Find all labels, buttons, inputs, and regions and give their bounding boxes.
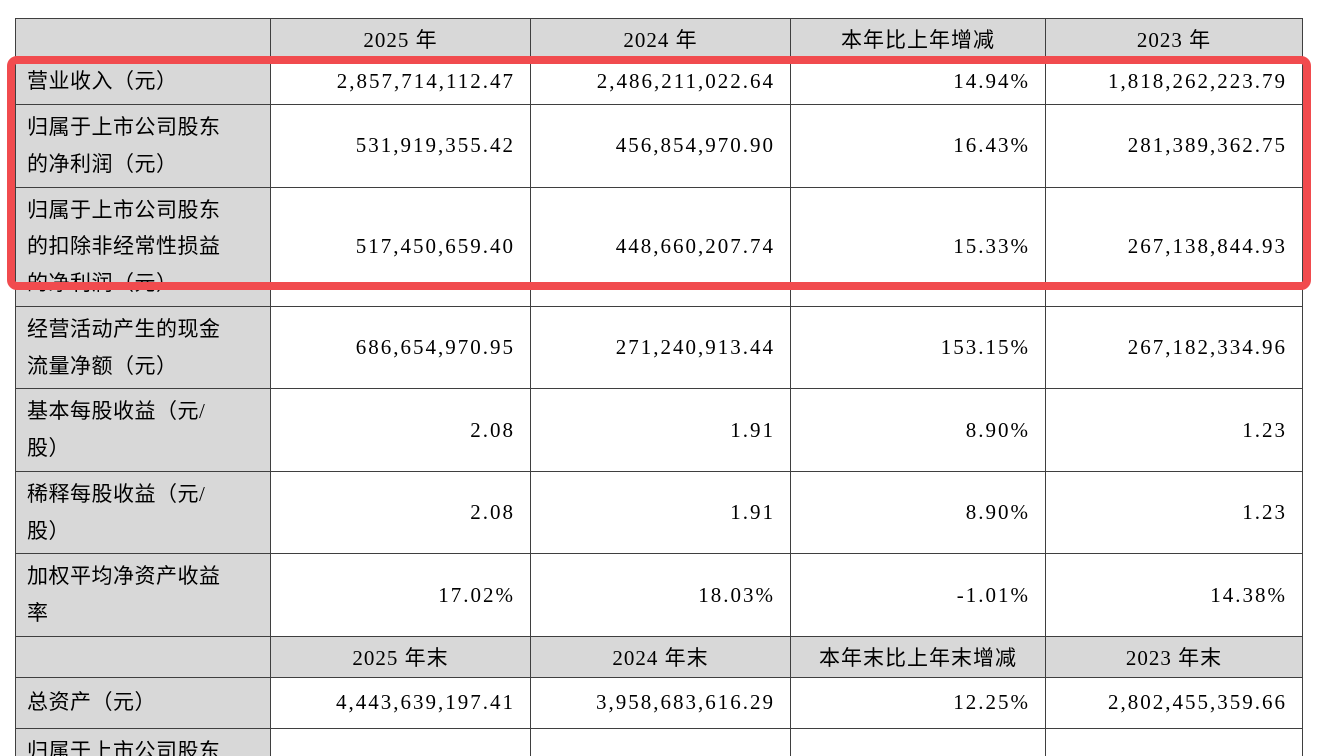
table-row-net-assets: 归属于上市公司股东 的净资产（元） 3,115,386,707.83 3,159… <box>15 727 1303 756</box>
row-label: 营业收入（元） <box>15 58 271 105</box>
cell-2025: 2.08 <box>270 470 531 555</box>
cell-2025: 3,115,386,707.83 <box>270 727 531 756</box>
row-label: 基本每股收益（元/ 股） <box>15 388 271 472</box>
table-row-net-profit: 归属于上市公司股东 的净利润（元） 531,919,355.42 456,854… <box>15 104 1303 188</box>
cell-2023: 1.23 <box>1045 470 1303 555</box>
table-header-eoy: 2025 年末 2024 年末 本年末比上年末增减 2023 年末 <box>15 635 1303 678</box>
header-2024: 2024 年 <box>530 18 791 59</box>
cell-2023: 2,091,495,828.50 <box>1045 727 1303 756</box>
cell-2024: 271,240,913.44 <box>530 305 791 390</box>
cell-2024: 1.91 <box>530 388 791 472</box>
header-yoy-change: 本年比上年增减 <box>790 18 1046 59</box>
cell-change: 153.15% <box>790 305 1046 390</box>
cell-2023: 267,182,334.96 <box>1045 305 1303 390</box>
cell-2024: 448,660,207.74 <box>530 186 791 307</box>
cell-2023: 14.38% <box>1045 553 1303 637</box>
cell-2025: 17.02% <box>270 553 531 637</box>
header-2023: 2023 年 <box>1045 18 1303 59</box>
cell-change: -1.39% <box>790 727 1046 756</box>
row-label: 总资产（元） <box>15 676 271 729</box>
cell-change: 14.94% <box>790 58 1046 105</box>
table-row-total-assets: 总资产（元） 4,443,639,197.41 3,958,683,616.29… <box>15 676 1303 729</box>
table-row-net-profit-excl-nonrecurring: 归属于上市公司股东 的扣除非经常性损益 的净利润（元） 517,450,659.… <box>15 186 1303 307</box>
table-row-diluted-eps: 稀释每股收益（元/ 股） 2.08 1.91 8.90% 1.23 <box>15 470 1303 555</box>
cell-2024: 3,159,314,538.24 <box>530 727 791 756</box>
row-label: 归属于上市公司股东 的净利润（元） <box>15 104 271 188</box>
cell-2024: 3,958,683,616.29 <box>530 676 791 729</box>
cell-2025: 531,919,355.42 <box>270 104 531 188</box>
cell-2024: 2,486,211,022.64 <box>530 58 791 105</box>
header-2024-eoy: 2024 年末 <box>530 635 791 678</box>
cell-change: 8.90% <box>790 388 1046 472</box>
table-row-operating-cash-flow: 经营活动产生的现金 流量净额（元） 686,654,970.95 271,240… <box>15 305 1303 390</box>
header-2025-eoy: 2025 年末 <box>270 635 531 678</box>
row-label: 经营活动产生的现金 流量净额（元） <box>15 305 271 390</box>
cell-change: -1.01% <box>790 553 1046 637</box>
cell-change: 15.33% <box>790 186 1046 307</box>
cell-2023: 1,818,262,223.79 <box>1045 58 1303 105</box>
cell-2025: 2,857,714,112.47 <box>270 58 531 105</box>
header-empty-cell <box>15 635 271 678</box>
cell-2024: 18.03% <box>530 553 791 637</box>
row-label: 归属于上市公司股东 的净资产（元） <box>15 727 271 756</box>
cell-2023: 281,389,362.75 <box>1045 104 1303 188</box>
header-2025: 2025 年 <box>270 18 531 59</box>
cell-change: 12.25% <box>790 676 1046 729</box>
cell-2024: 456,854,970.90 <box>530 104 791 188</box>
financial-summary-table: 2025 年 2024 年 本年比上年增减 2023 年 营业收入（元） 2,8… <box>15 18 1303 756</box>
cell-2025: 686,654,970.95 <box>270 305 531 390</box>
cell-2023: 2,802,455,359.66 <box>1045 676 1303 729</box>
header-2023-eoy: 2023 年末 <box>1045 635 1303 678</box>
row-label: 归属于上市公司股东 的扣除非经常性损益 的净利润（元） <box>15 186 271 307</box>
cell-2023: 267,138,844.93 <box>1045 186 1303 307</box>
row-label: 加权平均净资产收益 率 <box>15 553 271 637</box>
cell-2025: 2.08 <box>270 388 531 472</box>
table-row-revenue: 营业收入（元） 2,857,714,112.47 2,486,211,022.6… <box>15 58 1303 105</box>
cell-2025: 4,443,639,197.41 <box>270 676 531 729</box>
cell-2024: 1.91 <box>530 470 791 555</box>
table-row-basic-eps: 基本每股收益（元/ 股） 2.08 1.91 8.90% 1.23 <box>15 388 1303 472</box>
header-eoy-change: 本年末比上年末增减 <box>790 635 1046 678</box>
table-row-weighted-avg-roe: 加权平均净资产收益 率 17.02% 18.03% -1.01% 14.38% <box>15 553 1303 637</box>
row-label: 稀释每股收益（元/ 股） <box>15 470 271 555</box>
key-financials-table: 2025 年 2024 年 本年比上年增减 2023 年 营业收入（元） 2,8… <box>15 18 1303 756</box>
cell-change: 16.43% <box>790 104 1046 188</box>
table-header-annual: 2025 年 2024 年 本年比上年增减 2023 年 <box>15 18 1303 59</box>
cell-2025: 517,450,659.40 <box>270 186 531 307</box>
cell-2023: 1.23 <box>1045 388 1303 472</box>
header-empty-cell <box>15 18 271 59</box>
cell-change: 8.90% <box>790 470 1046 555</box>
